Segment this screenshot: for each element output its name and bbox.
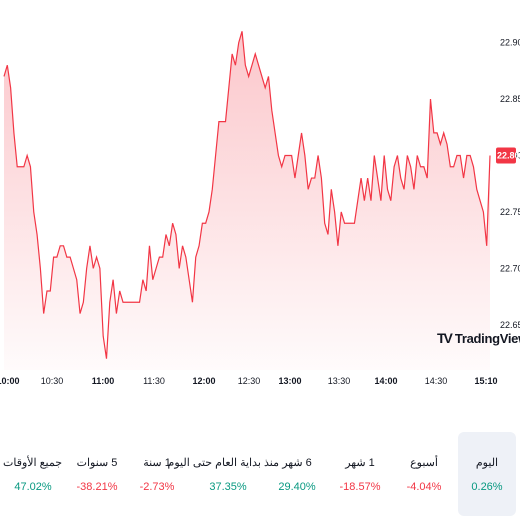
- x-tick-label: 13:00: [278, 376, 301, 386]
- period-value: 38.21%-: [76, 481, 118, 493]
- period-label: اليوم: [475, 457, 499, 469]
- period-label: جميع الأوقات: [3, 457, 62, 469]
- price-area-fill: [4, 31, 490, 371]
- x-tick-label: 11:30: [143, 376, 165, 386]
- period-value: 29.40%: [278, 481, 316, 493]
- period-all-time[interactable]: جميع الأوقات 47.02%: [3, 432, 62, 516]
- x-tick-label: 11:00: [92, 376, 115, 386]
- y-tick-label: 22.75: [500, 207, 520, 217]
- period-value: 18.57%-: [339, 481, 381, 493]
- y-tick-label: 22.85: [500, 94, 520, 104]
- period-6-months[interactable]: 6 شهر 29.40%: [268, 432, 326, 516]
- price-line: [3, 31, 491, 359]
- x-axis: 10:00 10:30 11:00 11:30 12:00 12:30 13:00 13:30…: [0, 376, 498, 386]
- period-1-month[interactable]: 1 شهر 18.57%-: [331, 432, 389, 516]
- period-value: 37.35%: [209, 481, 247, 493]
- last-price-badge: [496, 147, 516, 164]
- period-1-year[interactable]: 1 سنة 2.73%-: [128, 432, 186, 516]
- chart-svg[interactable]: 22.65 22.70 22.75 22.80 22.85 22.90 10:00 10:3…: [0, 0, 520, 392]
- x-tick-label: 10:00: [0, 376, 20, 386]
- x-tick-label: 15:10: [474, 376, 497, 386]
- period-label: أسبوع: [410, 457, 438, 469]
- tradingview-logo[interactable]: TV TradingView: [437, 330, 520, 346]
- x-tick-label: 12:30: [238, 376, 261, 386]
- period-label: منذ بداية العام حتى اليوم: [167, 457, 279, 469]
- tradingview-logo-icon: TV: [437, 330, 453, 346]
- price-chart[interactable]: 22.65 22.70 22.75 22.80 22.85 22.90 10:00 10:3…: [0, 0, 520, 392]
- y-tick-label: 22.65: [500, 320, 520, 330]
- x-tick-label: 10:30: [41, 376, 64, 386]
- tradingview-logo-text: TradingView: [454, 330, 520, 346]
- period-ytd[interactable]: منذ بداية العام حتى اليوم 37.35%: [168, 432, 279, 516]
- x-tick-label: 13:30: [328, 376, 351, 386]
- period-value: 2.73%-: [139, 481, 175, 493]
- period-week[interactable]: أسبوع 4.04%-: [395, 432, 453, 516]
- period-value: 47.02%: [14, 481, 52, 493]
- period-label: 5 سنوات: [76, 457, 118, 469]
- x-tick-label: 14:30: [425, 376, 448, 386]
- period-value: 4.04%-: [406, 481, 442, 493]
- period-5-years[interactable]: 5 سنوات 38.21%-: [68, 432, 126, 516]
- y-tick-label: 22.90: [500, 38, 520, 48]
- y-tick-label: 22.70: [500, 263, 520, 273]
- y-axis: 22.65 22.70 22.75 22.80 22.85 22.90: [500, 38, 520, 330]
- period-value: 0.26%: [471, 481, 503, 493]
- performance-periods: اليوم 0.26% أسبوع 4.04%- 1 شهر 18.57%- 6…: [0, 432, 520, 516]
- period-label: 1 شهر: [345, 457, 375, 469]
- x-tick-label: 14:00: [374, 376, 397, 386]
- last-price-label: 22.80: [497, 150, 520, 160]
- period-label: 1 سنة: [143, 457, 171, 469]
- period-label: 6 شهر: [282, 457, 312, 469]
- x-tick-label: 12:00: [192, 376, 215, 386]
- period-today[interactable]: اليوم 0.26%: [458, 432, 516, 516]
